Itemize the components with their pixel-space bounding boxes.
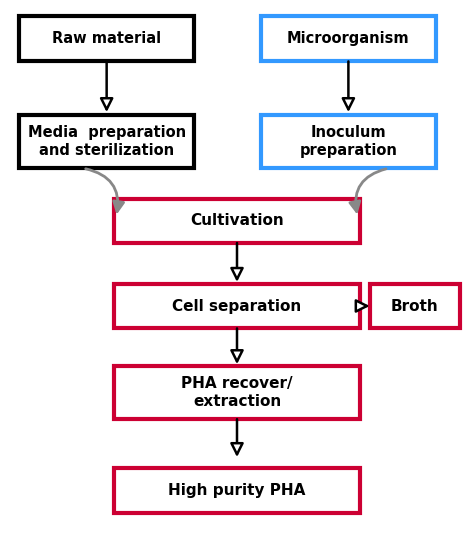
Text: Cell separation: Cell separation xyxy=(173,299,301,314)
Text: High purity PHA: High purity PHA xyxy=(168,483,306,498)
Text: PHA recover/
extraction: PHA recover/ extraction xyxy=(181,376,293,409)
FancyBboxPatch shape xyxy=(370,284,460,328)
FancyBboxPatch shape xyxy=(19,16,194,61)
FancyBboxPatch shape xyxy=(114,284,360,328)
FancyBboxPatch shape xyxy=(19,115,194,168)
Text: Microorganism: Microorganism xyxy=(287,31,410,46)
Text: Inoculum
preparation: Inoculum preparation xyxy=(300,125,397,158)
Text: Raw material: Raw material xyxy=(52,31,161,46)
FancyArrowPatch shape xyxy=(86,169,124,211)
FancyArrowPatch shape xyxy=(350,169,386,211)
Text: Broth: Broth xyxy=(391,299,438,314)
FancyBboxPatch shape xyxy=(114,366,360,419)
Text: Media  preparation
and sterilization: Media preparation and sterilization xyxy=(27,125,186,158)
FancyBboxPatch shape xyxy=(261,16,436,61)
Text: Cultivation: Cultivation xyxy=(190,213,284,229)
FancyBboxPatch shape xyxy=(261,115,436,168)
FancyBboxPatch shape xyxy=(114,468,360,513)
FancyBboxPatch shape xyxy=(114,199,360,243)
